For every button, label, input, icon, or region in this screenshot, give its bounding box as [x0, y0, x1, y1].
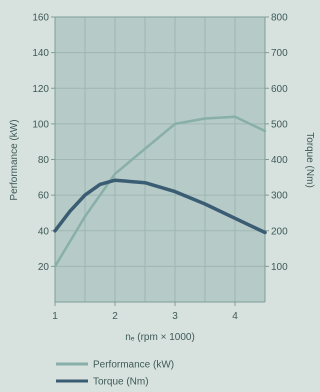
x-tick-label: 2 — [112, 311, 118, 322]
performance-data-point — [264, 130, 266, 132]
y-left-tick-label: 100 — [32, 119, 49, 130]
x-tick-label: 3 — [172, 311, 178, 322]
torque-data-point — [234, 217, 236, 220]
torque-data-point — [84, 194, 86, 196]
torque-data-point — [204, 203, 206, 205]
y-left-axis-label: Performance (kW) — [9, 119, 20, 200]
performance-data-point — [84, 215, 86, 218]
x-axis-label: nₑ (rpm × 1000) — [125, 332, 195, 343]
y-right-tick-label: 200 — [271, 226, 288, 237]
performance-series-line — [53, 115, 267, 268]
y-right-tick-label: 700 — [271, 48, 288, 59]
y-left-tick-label: 120 — [32, 84, 49, 95]
y-left-tick-label: 20 — [38, 262, 50, 273]
performance-data-point — [114, 172, 116, 175]
torque-data-point — [54, 229, 56, 232]
x-tick-label: 4 — [232, 311, 238, 322]
torque-series-line — [53, 178, 267, 235]
y-right-tick-label: 500 — [271, 119, 288, 130]
torque-data-point — [69, 210, 71, 212]
torque-data-point — [144, 181, 146, 184]
y-right-tick-label: 400 — [271, 155, 288, 166]
performance-data-point — [234, 115, 236, 118]
performance-data-point — [174, 123, 176, 125]
y-right-axis-label: Torque (Nm) — [304, 132, 315, 188]
performance-data-point — [144, 148, 146, 150]
y-left-tick-label: 40 — [38, 226, 50, 237]
torque-data-point — [174, 190, 176, 193]
torque-data-point — [99, 183, 101, 186]
y-right-tick-label: 800 — [271, 13, 288, 24]
y-right-tick-label: 300 — [271, 191, 288, 202]
y-left-tick-label: 160 — [32, 13, 49, 24]
y-left-tick-label: 80 — [38, 155, 50, 166]
torque-data-point — [264, 231, 266, 234]
y-left-tick-label: 140 — [32, 48, 49, 59]
y-right-tick-label: 600 — [271, 84, 288, 95]
legend-label-performance: Performance (kW) — [93, 360, 174, 371]
y-left-tick-label: 60 — [38, 191, 50, 202]
legend-label-torque: Torque (Nm) — [93, 377, 149, 388]
performance-data-point — [204, 117, 206, 120]
performance-data-point — [54, 265, 56, 268]
torque-data-point — [114, 179, 116, 181]
x-tick-label: 1 — [52, 311, 58, 322]
y-right-tick-label: 100 — [271, 262, 288, 273]
